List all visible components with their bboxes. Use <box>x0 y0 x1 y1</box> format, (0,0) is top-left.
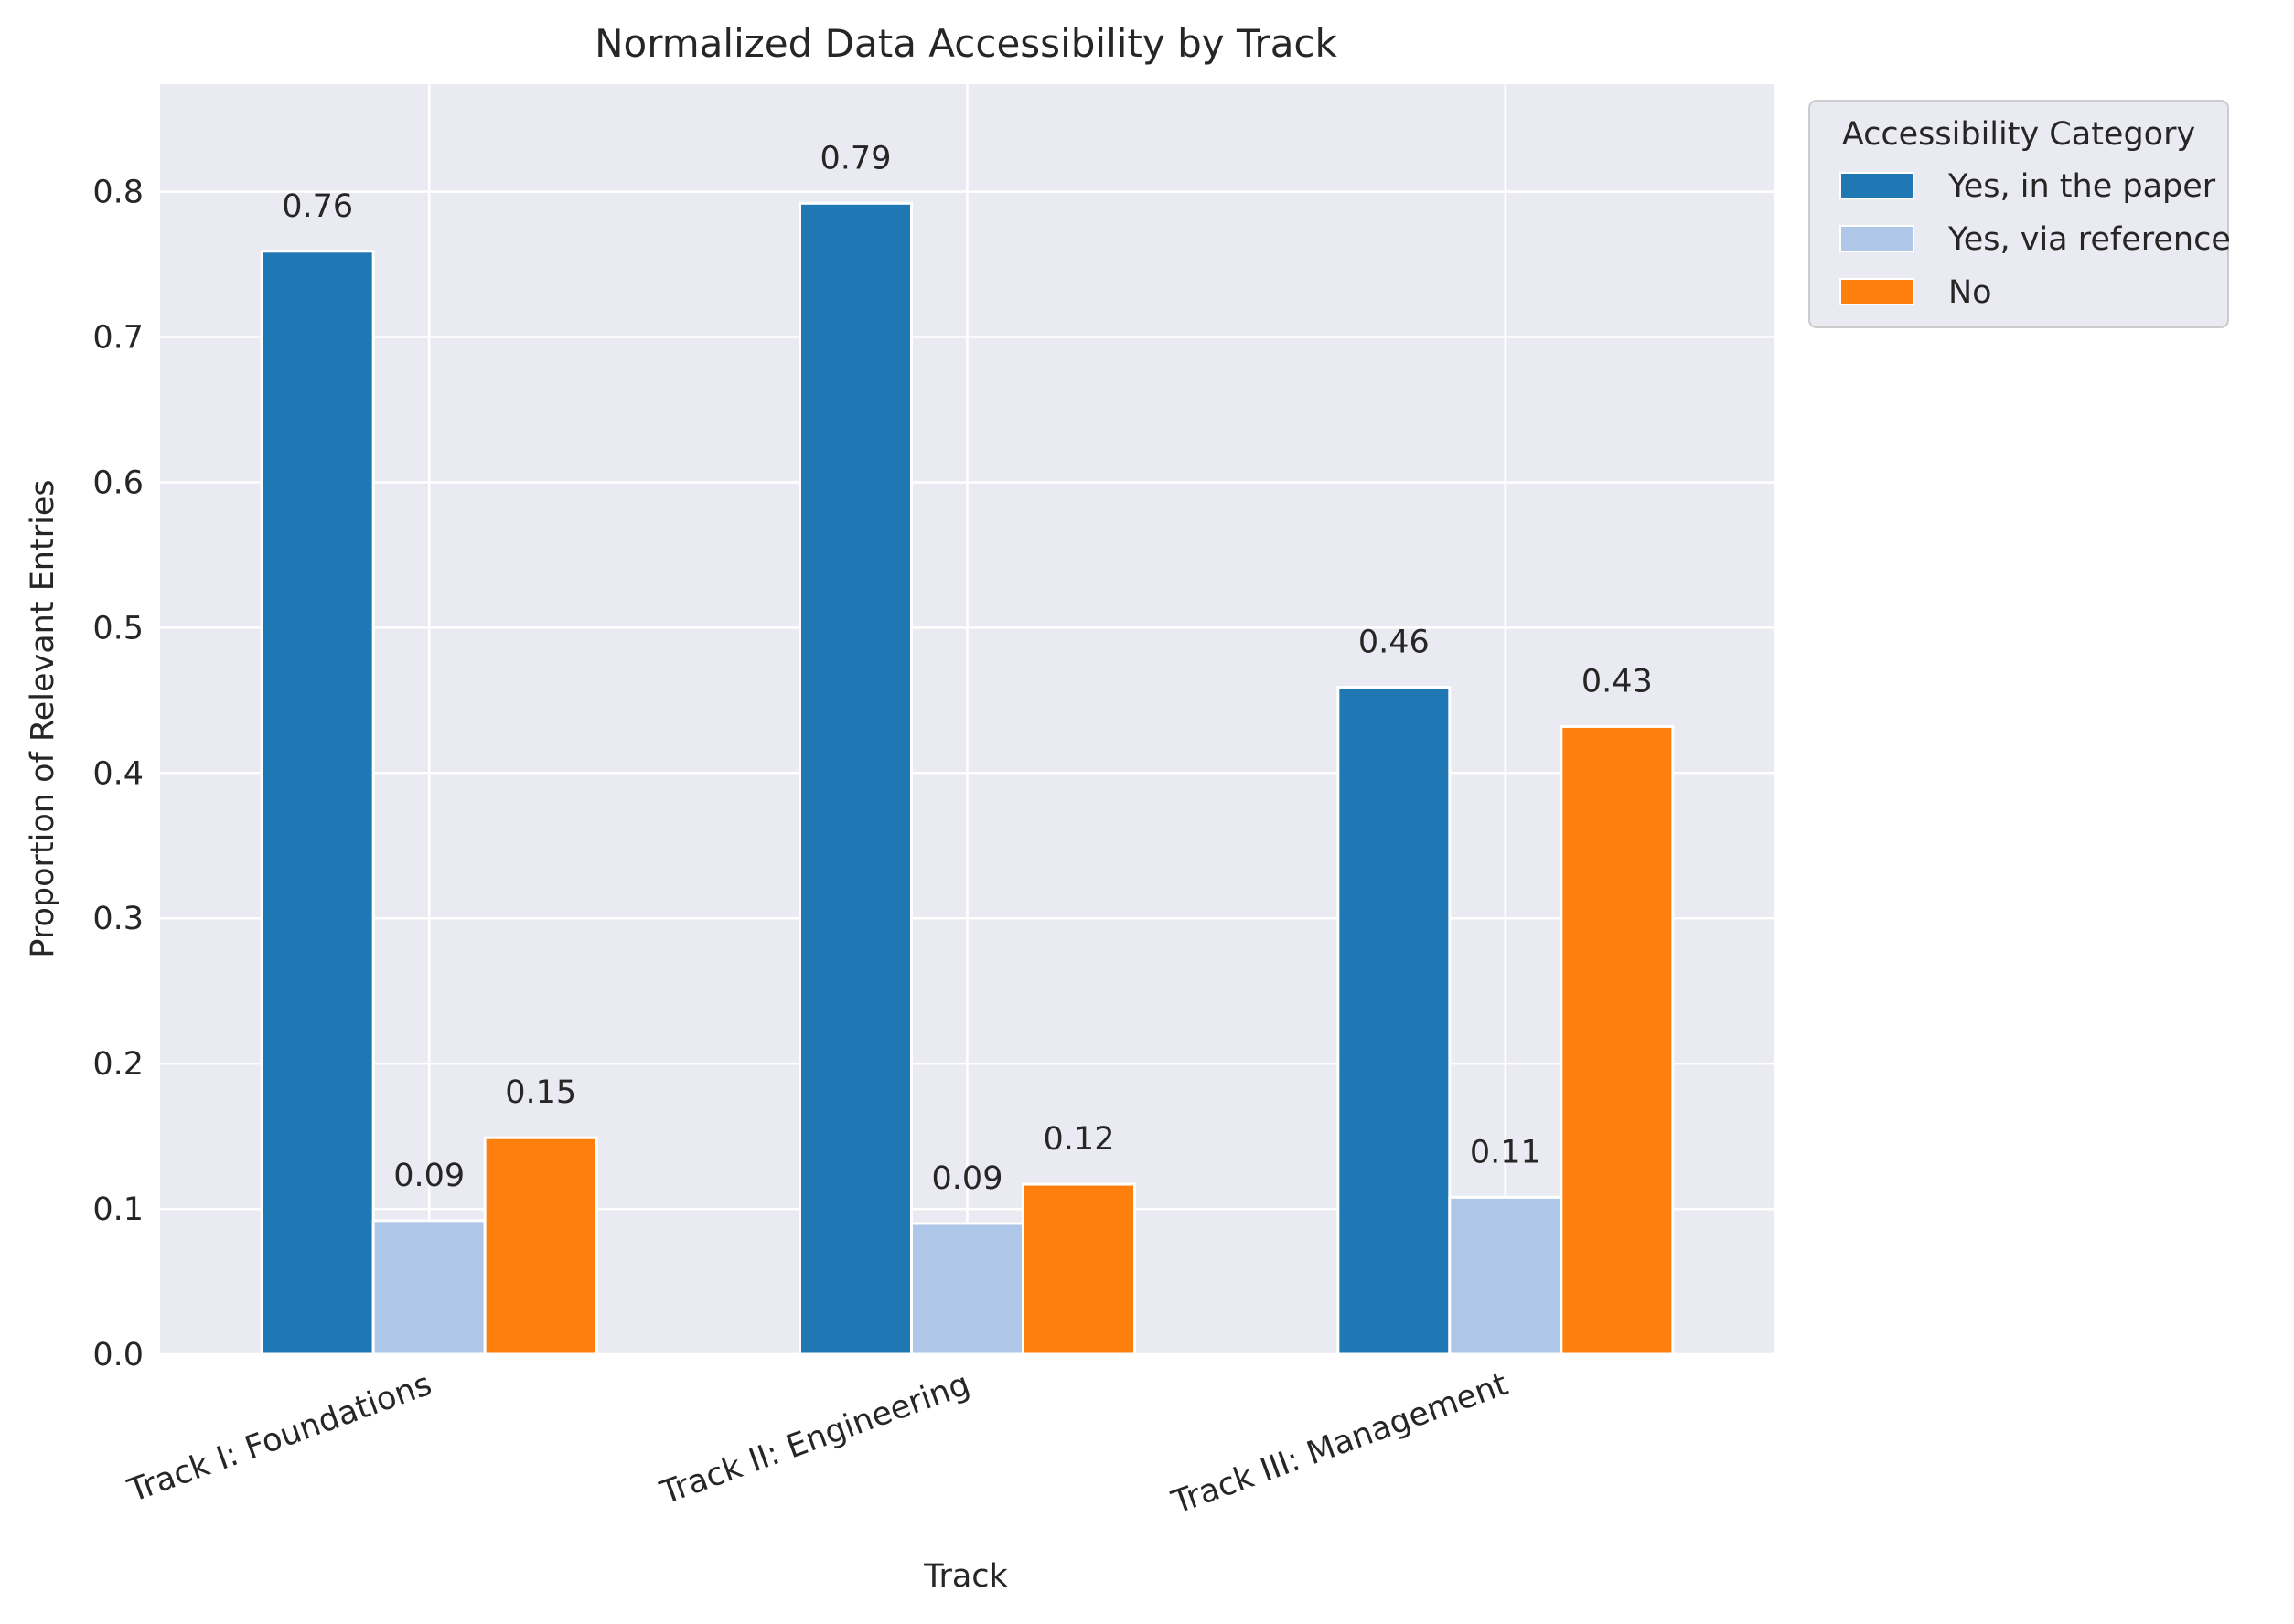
bar <box>1336 686 1452 1356</box>
x-axis-label: Track <box>923 1558 1008 1595</box>
legend-label: No <box>1948 274 1992 311</box>
bar <box>260 250 375 1356</box>
y-tick-label: 0.6 <box>92 465 144 501</box>
bar-value-label: 0.15 <box>505 1074 576 1111</box>
bar-value-label: 0.09 <box>393 1158 465 1194</box>
chart-title: Normalized Data Accessibility by Track <box>595 21 1337 66</box>
legend-swatch <box>1839 278 1914 305</box>
y-tick-label: 0.8 <box>92 175 144 211</box>
bar-value-label: 0.12 <box>1044 1121 1115 1158</box>
legend-swatch <box>1839 172 1914 199</box>
legend-label: Yes, in the paper <box>1947 168 2216 205</box>
y-tick-label: 0.7 <box>92 320 144 357</box>
bar <box>1448 1195 1563 1356</box>
bar-value-label: 0.11 <box>1470 1134 1541 1170</box>
legend-title: Accessibility Category <box>1842 116 2195 153</box>
bar <box>799 201 913 1356</box>
y-tick-label: 0.4 <box>92 755 144 792</box>
x-tick-label: Track III: Management <box>1166 1366 1512 1522</box>
bar-value-label: 0.43 <box>1581 663 1653 700</box>
bar <box>1022 1182 1136 1356</box>
bar-value-label: 0.09 <box>932 1160 1003 1197</box>
y-tick-label: 0.0 <box>92 1337 144 1373</box>
bar-value-label: 0.76 <box>282 188 353 225</box>
y-tick-label: 0.5 <box>92 610 144 646</box>
x-tick-label: Track I: Foundations <box>123 1366 436 1510</box>
y-tick-label: 0.3 <box>92 901 144 937</box>
bar <box>910 1222 1024 1356</box>
bar <box>371 1219 487 1356</box>
y-axis-label: Proportion of Relevant Entries <box>25 479 61 957</box>
x-tick-label: Track II: Engineering <box>655 1366 974 1512</box>
bar <box>483 1136 598 1356</box>
y-tick-label: 0.1 <box>92 1191 144 1228</box>
legend-label: Yes, via reference <box>1947 221 2231 258</box>
legend-swatch <box>1839 225 1914 252</box>
y-tick-label: 0.2 <box>92 1046 144 1083</box>
bar <box>1560 724 1675 1356</box>
bar-value-label: 0.79 <box>820 140 892 176</box>
legend: Accessibility Category Yes, in the paper… <box>1808 100 2231 328</box>
bar-value-label: 0.46 <box>1358 625 1430 661</box>
legend-frame <box>1808 100 2229 328</box>
